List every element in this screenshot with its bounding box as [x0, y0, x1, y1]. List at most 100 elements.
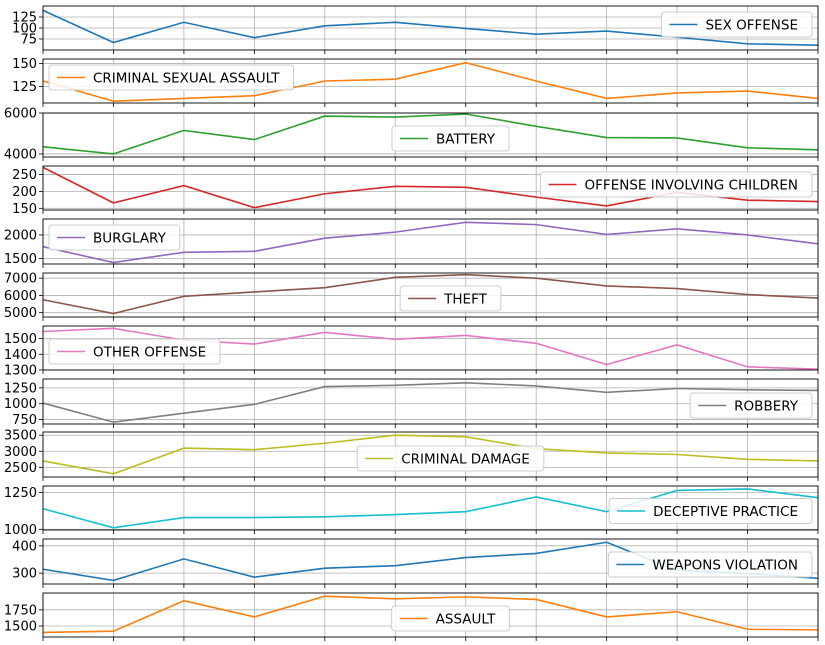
series-line-assault — [42, 595, 819, 634]
y-tick-label: 2500 — [4, 461, 37, 476]
legend-label: THEFT — [443, 292, 487, 308]
y-tick-label: 400 — [12, 539, 37, 554]
series-line-deceptive-practice — [42, 488, 819, 529]
legend-label: SEX OFFENSE — [705, 18, 798, 34]
y-tick-label: 3500 — [4, 429, 37, 444]
plot-frame — [42, 218, 819, 265]
panel-10: 300 400 WEAPONS VIOLATION — [12, 538, 819, 588]
y-tick-label: 1000 — [4, 397, 37, 412]
y-tick-label: 150 — [12, 57, 37, 72]
y-tick-label: 1300 — [4, 364, 37, 379]
panel-2: 4000 6000 BATTERY — [4, 107, 819, 162]
legend-box — [391, 125, 510, 152]
y-tick-label: 150 — [12, 202, 37, 217]
y-tick-label: 4000 — [4, 147, 37, 162]
y-tick-label: 200 — [12, 185, 37, 200]
y-tick-label: 75 — [20, 33, 37, 48]
y-tick-label: 250 — [12, 168, 37, 183]
y-tick-label: 300 — [12, 567, 37, 582]
legend-label: DECEPTIVE PRACTICE — [653, 504, 798, 520]
legend-label: OFFENSE INVOLVING CHILDREN — [585, 178, 798, 194]
panel-5: 5000 6000 7000 THEFT — [4, 272, 819, 321]
series-line-battery — [42, 113, 819, 155]
legend-box — [540, 171, 813, 198]
y-tick-label: 1500 — [4, 332, 37, 347]
y-tick-label: 1000 — [4, 523, 37, 538]
legend: WEAPONS VIOLATION — [607, 551, 813, 578]
legend: CRIMINAL SEXUAL ASSAULT — [48, 64, 294, 91]
y-tick-label: 7000 — [4, 272, 37, 287]
panel-1: 125 150 CRIMINAL SEXUAL ASSAULT — [12, 57, 819, 107]
y-tick-label: 6000 — [4, 107, 37, 122]
legend: OFFENSE INVOLVING CHILDREN — [540, 171, 813, 198]
panel-3: 150 200 250 OFFENSE INVOLVING CHILDREN — [12, 165, 819, 217]
y-tick-label: 1500 — [4, 620, 37, 635]
y-tick-label: 100 — [12, 22, 37, 37]
legend-box — [660, 11, 813, 38]
legend-label: WEAPONS VIOLATION — [652, 558, 798, 574]
panel-9: 1000 1250 DECEPTIVE PRACTICE — [4, 485, 819, 538]
y-tick-label: 125 — [12, 11, 37, 26]
plot-frame — [42, 5, 819, 51]
legend: BATTERY — [391, 125, 510, 152]
panel-11: 1500 1750 ASSAULT — [4, 592, 819, 641]
y-tick-label: 3000 — [4, 445, 37, 460]
y-tick-label: 1250 — [4, 486, 37, 501]
legend-box — [391, 605, 510, 632]
plot-frame — [42, 431, 819, 478]
legend-box — [48, 338, 221, 365]
plot-frame — [42, 485, 819, 531]
legend: BURGLARY — [48, 224, 181, 251]
series-line-robbery — [42, 381, 819, 423]
series-line-other-offense — [42, 327, 819, 371]
y-tick-label: 1750 — [4, 603, 37, 618]
plot-frame — [42, 112, 819, 158]
legend-box — [608, 498, 813, 524]
legend: OTHER OFFENSE — [48, 338, 221, 365]
series-line-criminal-sexual-assault — [42, 61, 819, 102]
y-tick-label: 1400 — [4, 348, 37, 363]
legend-box — [689, 392, 813, 419]
legend-box — [399, 285, 502, 312]
legend: THEFT — [399, 285, 502, 312]
panel-4: 1500 2000 BURGLARY — [4, 218, 819, 268]
legend: ROBBERY — [689, 392, 813, 419]
plot-frame — [42, 325, 819, 371]
plot-frame — [42, 378, 819, 425]
plot-frame — [42, 58, 819, 104]
legend-label: BURGLARY — [93, 231, 167, 247]
y-tick-label: 125 — [12, 80, 37, 95]
legend-label: CRIMINAL DAMAGE — [401, 452, 530, 468]
y-tick-label: 1250 — [4, 381, 37, 396]
legend: CRIMINAL DAMAGE — [356, 445, 545, 472]
legend-box — [48, 224, 181, 251]
y-tick-label: 5000 — [4, 306, 37, 321]
series-line-criminal-damage — [42, 434, 819, 475]
legend-label: OTHER OFFENSE — [93, 345, 206, 361]
series-line-theft — [42, 273, 819, 315]
plot-frame — [42, 538, 819, 585]
legend-label: BATTERY — [436, 132, 496, 148]
legend-label: ASSAULT — [436, 612, 496, 628]
legend: ASSAULT — [391, 605, 510, 632]
legend-box — [356, 445, 545, 472]
legend-box — [48, 64, 294, 91]
series-line-burglary — [42, 221, 819, 264]
plot-frame — [42, 592, 819, 638]
y-tick-label: 1500 — [4, 252, 37, 267]
y-tick-label: 2000 — [4, 228, 37, 243]
y-tick-label: 750 — [12, 413, 37, 428]
legend: SEX OFFENSE — [660, 11, 813, 38]
plot-frame — [42, 165, 819, 211]
legend: DECEPTIVE PRACTICE — [608, 498, 813, 524]
legend-label: ROBBERY — [734, 399, 799, 415]
legend-box — [607, 551, 813, 578]
plot-frame — [42, 272, 819, 318]
legend-label: CRIMINAL SEXUAL ASSAULT — [93, 71, 280, 87]
y-tick-label: 6000 — [4, 289, 37, 304]
